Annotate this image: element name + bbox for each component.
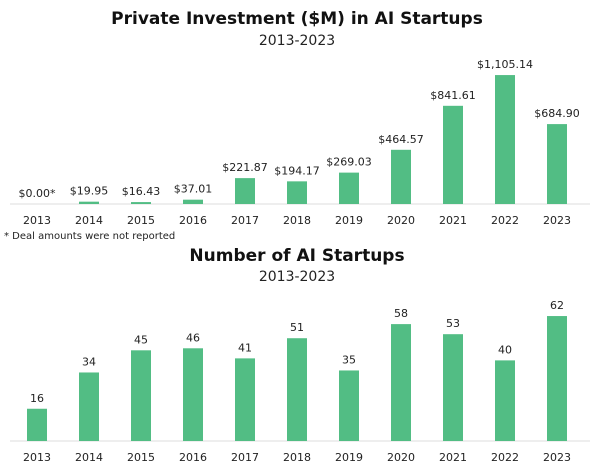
data-label-2021: $841.61 — [430, 89, 476, 102]
bar-2023 — [547, 124, 567, 204]
x-tick-label: 2013 — [23, 214, 51, 227]
data-label-2022: $1,105.14 — [477, 58, 533, 71]
bar-2021 — [443, 334, 463, 441]
data-label-2013: $0.00* — [19, 187, 56, 200]
bar-2020 — [391, 149, 411, 204]
data-label-2023: $684.90 — [534, 107, 580, 120]
bar-2019 — [339, 370, 359, 441]
bar-2016 — [183, 199, 203, 204]
bar-2020 — [391, 324, 411, 441]
x-tick-label: 2016 — [179, 451, 207, 462]
data-label-2023: 62 — [550, 299, 564, 312]
x-tick-label: 2018 — [283, 451, 311, 462]
footnote: * Deal amounts were not reported — [4, 231, 175, 242]
bar-2015 — [131, 350, 151, 441]
data-label-2020: $464.57 — [378, 133, 424, 146]
data-label-2020: 58 — [394, 307, 408, 320]
x-tick-label: 2021 — [439, 214, 467, 227]
x-tick-label: 2019 — [335, 451, 363, 462]
chart-title: Number of AI Startups — [189, 246, 404, 266]
data-label-2015: 45 — [134, 333, 148, 346]
bar-2017 — [235, 178, 255, 204]
bar-2018 — [287, 181, 307, 204]
x-tick-label: 2022 — [491, 214, 519, 227]
data-label-2018: 51 — [290, 321, 304, 334]
data-label-2019: 35 — [342, 353, 356, 366]
data-label-2022: 40 — [498, 343, 512, 356]
data-label-2018: $194.17 — [274, 164, 320, 177]
bar-2022 — [495, 75, 515, 204]
bar-2013 — [27, 408, 47, 441]
x-tick-label: 2013 — [23, 451, 51, 462]
data-label-2017: 41 — [238, 341, 252, 354]
chart-subtitle: 2013-2023 — [259, 33, 335, 49]
x-tick-label: 2015 — [127, 451, 155, 462]
data-label-2014: 34 — [82, 355, 96, 368]
x-tick-label: 2016 — [179, 214, 207, 227]
data-label-2016: $37.01 — [174, 183, 213, 196]
data-label-2016: 46 — [186, 331, 200, 344]
x-tick-label: 2018 — [283, 214, 311, 227]
x-tick-label: 2021 — [439, 451, 467, 462]
data-label-2017: $221.87 — [222, 161, 268, 174]
bar-2014 — [79, 372, 99, 441]
bar-2014 — [79, 201, 99, 204]
investment-chart: Private Investment ($M) in AI Startups 2… — [4, 9, 590, 242]
x-tick-label: 2023 — [543, 214, 571, 227]
bar-2019 — [339, 172, 359, 204]
bar-2018 — [287, 338, 307, 441]
x-tick-label: 2014 — [75, 451, 103, 462]
bar-2023 — [547, 316, 567, 441]
x-tick-label: 2020 — [387, 214, 415, 227]
data-label-2015: $16.43 — [122, 185, 161, 198]
x-tick-label: 2015 — [127, 214, 155, 227]
startups-chart: Number of AI Startups 2013-2023 16 2013 34… — [10, 246, 590, 462]
x-tick-label: 2017 — [231, 214, 259, 227]
data-label-2021: 53 — [446, 317, 460, 330]
x-tick-label: 2023 — [543, 451, 571, 462]
bar-2017 — [235, 358, 255, 441]
data-label-2014: $19.95 — [70, 185, 109, 198]
x-tick-label: 2022 — [491, 451, 519, 462]
bar-2016 — [183, 348, 203, 441]
x-tick-label: 2017 — [231, 451, 259, 462]
data-label-2013: 16 — [30, 392, 44, 405]
chart-subtitle: 2013-2023 — [259, 269, 335, 285]
chart-title: Private Investment ($M) in AI Startups — [111, 9, 483, 29]
bar-2015 — [131, 202, 151, 204]
data-label-2019: $269.03 — [326, 156, 372, 169]
x-tick-label: 2020 — [387, 451, 415, 462]
x-tick-label: 2019 — [335, 214, 363, 227]
bar-2021 — [443, 105, 463, 204]
bar-2022 — [495, 360, 515, 441]
x-tick-label: 2014 — [75, 214, 103, 227]
